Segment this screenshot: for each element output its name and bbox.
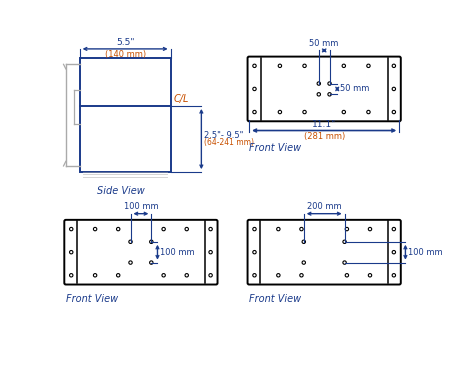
Text: (140 mm): (140 mm) [104, 50, 146, 59]
Text: Front View: Front View [248, 143, 301, 153]
Text: (281 mm): (281 mm) [303, 132, 344, 141]
Text: Front View: Front View [66, 294, 118, 304]
Text: 50 mm: 50 mm [339, 85, 368, 93]
Text: (64-241 mm): (64-241 mm) [203, 138, 253, 147]
Text: 50 mm: 50 mm [309, 39, 338, 48]
Text: 2.5"- 9.5": 2.5"- 9.5" [203, 131, 243, 140]
Text: C/L: C/L [173, 94, 189, 104]
Text: 5.5": 5.5" [116, 38, 134, 46]
Text: Front View: Front View [248, 294, 301, 304]
Text: 100 mm: 100 mm [159, 248, 194, 257]
Text: 11.1": 11.1" [311, 120, 336, 129]
Text: 100 mm: 100 mm [123, 202, 158, 211]
Text: 100 mm: 100 mm [407, 248, 441, 257]
Text: 200 mm: 200 mm [306, 202, 341, 211]
Bar [80, 58, 170, 172]
Text: Side View: Side View [97, 186, 145, 196]
